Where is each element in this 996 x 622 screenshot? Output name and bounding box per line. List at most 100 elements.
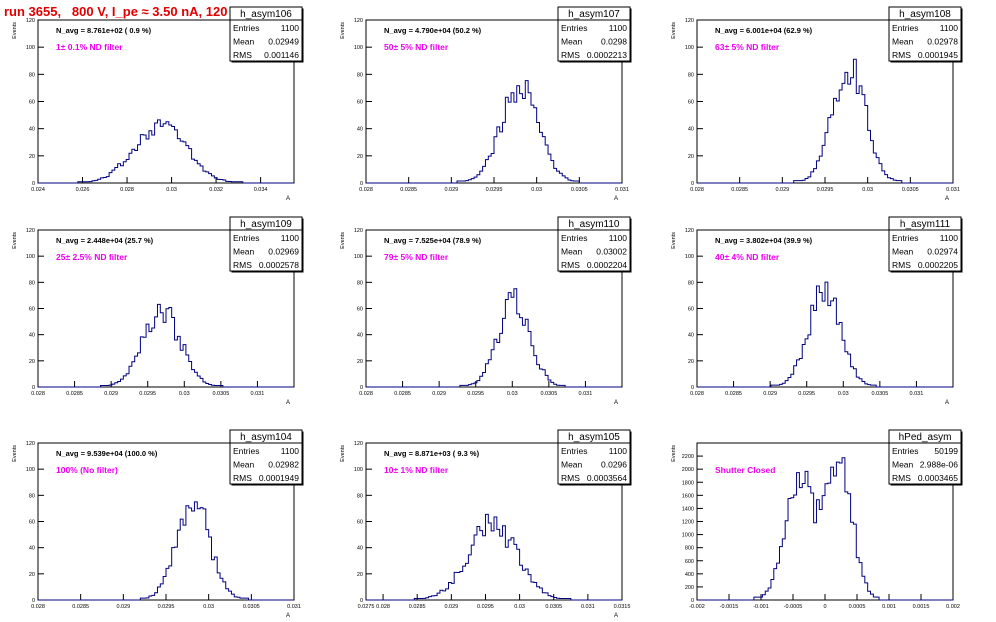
x-tick-label: 0.03	[862, 187, 873, 193]
x-axis-label: A	[945, 400, 949, 406]
stat-box-title: h_asym109	[240, 219, 292, 230]
x-tick-label: 0.0305	[871, 391, 888, 397]
stat-value: 0.0002204	[587, 260, 627, 270]
x-tick-label: 0.032	[209, 187, 223, 193]
y-tick-label: 0	[32, 598, 35, 604]
stat-value: 0.0296	[601, 460, 627, 470]
x-tick-label: -0.0005	[784, 604, 803, 610]
stat-label: RMS	[561, 260, 580, 270]
y-axis-label: Events	[12, 445, 18, 462]
y-tick-label: 400	[685, 572, 694, 578]
navg-label: N_avg = 6.001e+04 (62.9 %)	[715, 26, 813, 35]
x-tick-label: 0.031	[946, 187, 960, 193]
stat-label: Entries	[892, 23, 918, 33]
stat-value: 0.02949	[268, 37, 299, 47]
x-tick-label: 0.028	[31, 604, 45, 610]
y-tick-label: 120	[685, 228, 694, 234]
y-tick-label: 120	[26, 18, 35, 24]
y-tick-label: 800	[685, 546, 694, 552]
histogram-panel-h_asym107: 0 20 40 60 80 100 120 Events 0.028 0.0285 0.029 0.0…	[340, 6, 632, 202]
stat-value: 1100	[940, 233, 959, 243]
histogram-panel-h_asym108: 0 20 40 60 80 100 120 Events 0.028 0.0285 0.029 0.0…	[671, 6, 963, 202]
y-tick-label: 120	[354, 18, 363, 24]
y-tick-label: 20	[29, 359, 35, 365]
stat-value: 0.0002205	[918, 260, 958, 270]
histogram-panel-h_asym110: 0 20 40 60 80 100 120 Events 0.028 0.0285 0.029 0.0…	[340, 216, 632, 406]
y-tick-label: 80	[29, 72, 35, 78]
x-tick-label: 0.0285	[725, 391, 742, 397]
x-tick-label: 0.0305	[212, 391, 229, 397]
stat-value: 0.02969	[268, 247, 299, 257]
x-tick-label: 0.0305	[545, 604, 562, 610]
stat-label: RMS	[561, 50, 580, 60]
stat-box-title: h_asym106	[240, 9, 292, 20]
y-tick-label: 120	[354, 441, 363, 447]
stat-value: 1100	[609, 446, 628, 456]
stat-value: 0.02982	[268, 460, 299, 470]
x-tick-label: 0.029	[444, 604, 458, 610]
stat-box-title: h_asym104	[240, 432, 292, 443]
x-axis-label: A	[286, 613, 290, 619]
x-tick-label: 0.0285	[409, 604, 426, 610]
x-tick-label: 0.0285	[400, 187, 417, 193]
x-tick-label: 0.0285	[72, 604, 89, 610]
stat-label: RMS	[892, 50, 911, 60]
stat-value: 0.02974	[927, 247, 958, 257]
y-tick-label: 0	[32, 385, 35, 391]
x-tick-label: 0.0295	[817, 187, 834, 193]
stat-label: Mean	[892, 460, 914, 470]
x-tick-label: 0.03	[514, 604, 525, 610]
y-tick-label: 20	[357, 572, 363, 578]
stat-label: RMS	[233, 473, 252, 483]
x-tick-label: 0.0275	[358, 604, 375, 610]
stat-label: Mean	[892, 247, 914, 257]
y-tick-label: 20	[29, 572, 35, 578]
y-tick-label: 40	[29, 127, 35, 133]
y-tick-label: 20	[357, 154, 363, 160]
y-tick-label: 20	[357, 359, 363, 365]
x-tick-label: 0.0295	[798, 391, 815, 397]
histogram-panel-h_asym105: 0 20 40 60 80 100 120 Events 0.0275 0.028 0.0285 0.…	[340, 429, 632, 619]
y-axis-label: Events	[671, 22, 677, 39]
stat-box-title: h_asym107	[568, 9, 620, 20]
stat-label: Entries	[233, 23, 259, 33]
stat-label: Entries	[233, 446, 259, 456]
x-tick-label: 0.029	[116, 604, 130, 610]
stat-value: 0.0002578	[259, 260, 299, 270]
stat-value: 1100	[609, 233, 628, 243]
x-tick-label: 0.0285	[731, 187, 748, 193]
stat-box	[557, 429, 631, 485]
stat-label: RMS	[233, 260, 252, 270]
y-tick-label: 80	[688, 280, 694, 286]
y-tick-label: 0	[360, 385, 363, 391]
y-axis-label: Events	[340, 232, 346, 249]
stat-box-title: h_asym111	[900, 219, 951, 230]
x-tick-label: 0	[823, 604, 826, 610]
y-tick-label: 0	[691, 181, 694, 187]
x-tick-label: 0.029	[775, 187, 789, 193]
histogram-panel-h_asym111: 0 20 40 60 80 100 120 Events 0.028 0.0285 0.029 0.0…	[671, 216, 963, 406]
stat-label: Mean	[561, 460, 583, 470]
y-tick-label: 1000	[682, 533, 694, 539]
y-axis-label: Events	[340, 22, 346, 39]
y-tick-label: 20	[29, 154, 35, 160]
y-tick-label: 120	[685, 18, 694, 24]
stat-label: Mean	[233, 247, 255, 257]
y-tick-label: 100	[354, 467, 363, 473]
y-tick-label: 100	[26, 254, 35, 260]
stat-box-title: h_asym105	[568, 432, 620, 443]
histogram-line	[366, 288, 622, 388]
x-tick-label: 0.024	[31, 187, 45, 193]
y-tick-label: 100	[354, 45, 363, 51]
stat-label: Entries	[561, 23, 587, 33]
x-tick-label: 0.03	[203, 604, 214, 610]
x-tick-label: 0.0285	[66, 391, 83, 397]
x-tick-label: 0.031	[287, 604, 301, 610]
y-tick-label: 60	[29, 100, 35, 106]
y-axis-label: Events	[12, 22, 18, 39]
x-tick-label: 0.03	[507, 391, 518, 397]
stat-label: Mean	[233, 37, 255, 47]
x-tick-label: 0.03	[531, 187, 542, 193]
stat-box-title: hPed_asym	[899, 432, 952, 443]
filter-label: 79± 5% ND filter	[384, 252, 449, 262]
